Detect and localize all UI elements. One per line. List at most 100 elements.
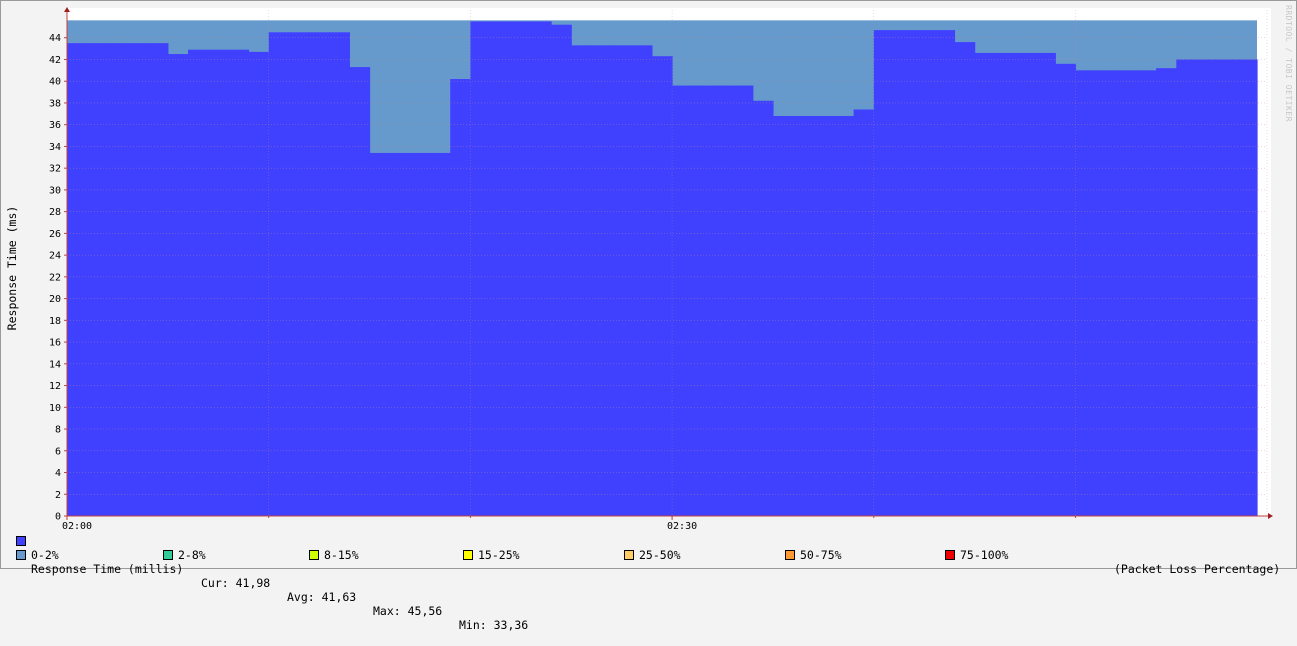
legend-loss-swatch xyxy=(16,550,26,560)
x-tick-label: 02:00 xyxy=(62,521,92,532)
legend-loss-label: 15-25% xyxy=(478,548,520,562)
legend-loss-swatch xyxy=(309,550,319,560)
y-tick-label: 20 xyxy=(49,294,61,305)
response-step xyxy=(288,32,310,516)
legend-response-swatch xyxy=(16,536,26,546)
y-tick-label: 8 xyxy=(55,425,61,436)
legend-loss-swatch xyxy=(785,550,795,560)
response-step xyxy=(450,79,471,516)
response-step xyxy=(329,32,350,516)
x-tick-label: 02:30 xyxy=(667,521,697,532)
response-step xyxy=(349,67,371,516)
response-step xyxy=(369,152,391,516)
response-step xyxy=(430,152,451,516)
y-tick-label: 14 xyxy=(49,359,61,370)
y-tick-label: 36 xyxy=(49,120,61,131)
legend-cur: Cur: 41,98 xyxy=(201,576,271,590)
response-step xyxy=(1196,59,1218,516)
response-step xyxy=(954,42,976,517)
response-step xyxy=(672,85,693,516)
legend-loss-label: 25-50% xyxy=(639,548,681,562)
y-tick-label: 16 xyxy=(49,338,61,349)
response-step xyxy=(127,43,149,516)
y-tick-label: 2 xyxy=(55,490,61,501)
response-step xyxy=(571,45,593,516)
y-tick-label: 44 xyxy=(49,33,61,44)
y-tick-label: 12 xyxy=(49,381,61,392)
response-step xyxy=(248,51,270,516)
response-step xyxy=(631,45,653,516)
x-axis-arrow xyxy=(1268,513,1273,519)
legend-loss-title: (Packet Loss Percentage) xyxy=(1114,562,1281,576)
response-step xyxy=(873,30,895,517)
y-tick-label: 34 xyxy=(49,142,61,153)
response-step xyxy=(1216,59,1238,516)
y-tick-label: 24 xyxy=(49,251,61,262)
response-step xyxy=(1075,70,1097,516)
legend-loss-label: 8-15% xyxy=(324,548,359,562)
response-step xyxy=(228,49,250,517)
response-step xyxy=(1055,63,1077,517)
rrdtool-credit: RRDTOOL / TOBI OETIKER xyxy=(1284,5,1293,122)
response-step xyxy=(1014,52,1036,517)
response-step xyxy=(853,109,875,516)
y-tick-label: 26 xyxy=(49,229,61,240)
response-step xyxy=(389,152,411,516)
y-tick-label: 6 xyxy=(55,446,61,457)
response-step xyxy=(1156,68,1177,516)
legend-loss-row: (Packet Loss Percentage) 0-2% 2-8% 8-15% 15… xyxy=(16,548,1286,576)
legend-avg: Avg: 41,63 xyxy=(287,590,357,604)
response-step xyxy=(813,116,835,516)
y-tick-label: 28 xyxy=(49,207,61,218)
legend-min: Min: 33,36 xyxy=(459,618,529,632)
response-step xyxy=(107,43,129,516)
y-tick-label: 30 xyxy=(49,185,61,196)
y-tick-label: 40 xyxy=(49,77,61,88)
response-step xyxy=(167,54,189,516)
y-tick-label: 4 xyxy=(55,468,61,479)
legend-loss-swatch xyxy=(163,550,173,560)
legend-response-label: Response Time (millis) xyxy=(31,562,184,576)
y-tick-label: 10 xyxy=(49,403,61,414)
chart-canvas: 0246810121416182022242628303234363840424… xyxy=(5,7,1273,532)
response-step xyxy=(530,21,552,516)
legend-loss-swatch xyxy=(624,550,634,560)
response-step xyxy=(490,21,512,516)
y-tick-label: 0 xyxy=(55,512,61,523)
y-axis-label: Response Time (ms) xyxy=(5,206,19,331)
legend-loss-swatch xyxy=(945,550,955,560)
response-step xyxy=(692,85,714,516)
y-axis-arrow xyxy=(64,7,70,12)
y-tick-label: 32 xyxy=(49,164,61,175)
legend-max: Max: 45,56 xyxy=(373,604,443,618)
response-step xyxy=(934,30,956,517)
response-step xyxy=(893,30,915,517)
y-tick-label: 38 xyxy=(49,98,61,109)
response-step xyxy=(147,43,169,516)
legend-loss-label: 2-8% xyxy=(178,548,206,562)
y-tick-label: 42 xyxy=(49,55,61,66)
response-step xyxy=(309,32,330,516)
response-step xyxy=(268,32,290,516)
response-step xyxy=(712,85,734,516)
response-step xyxy=(1095,70,1117,516)
response-step xyxy=(732,85,754,516)
chart-frame: 0 2 4 6 8 10 12 14 16 18 20 22 24 26 28 30 32 34 36 38 40 42 4… xyxy=(0,0,1297,632)
response-step xyxy=(772,116,794,516)
response-step xyxy=(67,43,88,516)
response-step xyxy=(208,49,229,517)
legend-response-row: Response Time (millis) Cur: 41,98 Avg: 4… xyxy=(16,534,528,632)
y-tick-label: 18 xyxy=(49,316,61,327)
response-step xyxy=(409,152,431,516)
response-step xyxy=(87,43,108,516)
response-step xyxy=(1115,70,1137,516)
response-step xyxy=(914,30,935,517)
y-tick-label: 22 xyxy=(49,272,61,283)
response-step xyxy=(793,116,814,516)
legend-loss-label: 50-75% xyxy=(800,548,842,562)
response-step xyxy=(752,100,774,517)
response-step xyxy=(188,49,209,517)
response-step xyxy=(974,52,996,517)
response-step xyxy=(551,24,572,517)
response-step xyxy=(1176,59,1198,516)
